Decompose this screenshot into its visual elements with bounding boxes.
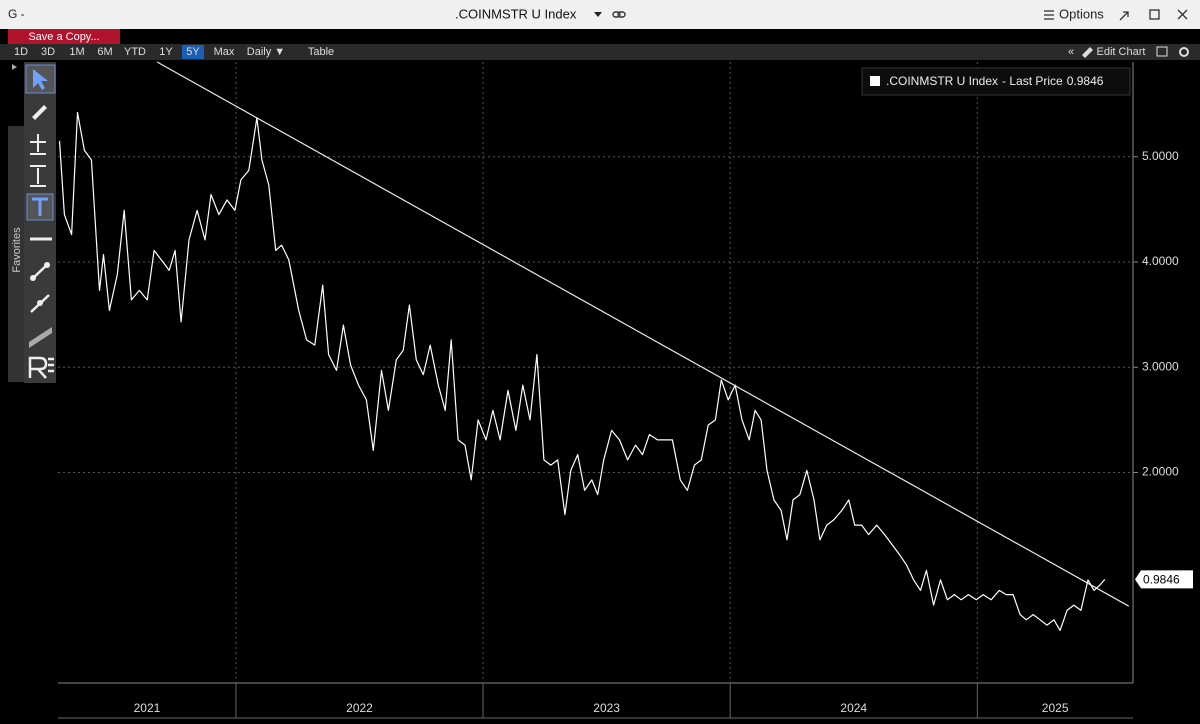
table-button[interactable]: Table (308, 46, 334, 58)
range-button[interactable]: 1M (69, 46, 84, 58)
dollar-tool[interactable] (30, 165, 46, 187)
trend-line-handle (30, 275, 36, 281)
chart-settings-icon[interactable] (1156, 46, 1168, 57)
x-tick-label: 2021 (134, 701, 161, 715)
favorites-tab[interactable] (8, 126, 24, 382)
range-button[interactable]: 3D (41, 46, 55, 58)
range-button[interactable]: 6M (97, 46, 112, 58)
edit-icon[interactable] (1082, 47, 1093, 58)
x-tick-label: 2025 (1042, 701, 1069, 715)
x-tick-label: 2024 (840, 701, 867, 715)
range-buttons: 1D 3D 1M 6M YTD 1Y 5Y Max (14, 45, 235, 59)
legend-box (861, 67, 1131, 96)
y-tick-label: 2.0000 (1142, 465, 1179, 479)
action-row (0, 29, 1200, 44)
last-price-flag (1135, 570, 1193, 589)
legend-swatch (870, 76, 880, 86)
range-button[interactable]: YTD (124, 46, 146, 58)
maximize-button[interactable] (1149, 9, 1160, 20)
link-icon[interactable] (612, 11, 626, 18)
range-toolbar (0, 44, 1200, 60)
y-tick-label: 5.0000 (1142, 149, 1179, 163)
panel-toggle[interactable] (12, 64, 17, 70)
trend-line (156, 61, 1130, 607)
options-button[interactable]: Options (1059, 6, 1104, 21)
legend-label: - Last Price (1002, 74, 1063, 88)
range-button[interactable]: 1Y (159, 46, 173, 58)
save-copy-label[interactable]: Save a Copy... (28, 31, 99, 43)
ray-handle (37, 300, 43, 306)
active-range-highlight[interactable] (182, 45, 204, 59)
edit-chart-button[interactable]: Edit Chart (1097, 46, 1146, 58)
report-tool[interactable] (28, 356, 54, 379)
last-price-label: 0.9846 (1143, 573, 1180, 587)
collapse-button[interactable]: « (1068, 46, 1074, 58)
legend-series-name: .COINMSTR U Index (886, 74, 998, 88)
y-tick-label: 3.0000 (1142, 359, 1179, 373)
x-tick-label: 2023 (593, 701, 620, 715)
favorites-label[interactable]: Favorites (11, 227, 23, 273)
pen-tool[interactable] (32, 105, 47, 120)
range-button[interactable]: Max (214, 46, 235, 58)
close-button[interactable] (1177, 9, 1188, 20)
gear-icon[interactable] (1179, 47, 1189, 57)
legend-entry: .COINMSTR U Index - Last Price 0.9846 (886, 74, 1104, 88)
legend-last-price: 0.9846 (1067, 74, 1104, 88)
x-tick-label: 2022 (346, 701, 373, 715)
percent-tool[interactable] (30, 134, 46, 155)
price-line (58, 111, 1106, 631)
drawing-tools (24, 62, 56, 383)
y-tick-label: 4.0000 (1142, 254, 1179, 268)
popout-button[interactable] (1119, 11, 1129, 21)
text-tool-icon (32, 197, 48, 216)
channel-tool[interactable] (29, 327, 52, 348)
range-button[interactable]: 1D (14, 46, 28, 58)
title-dropdown[interactable] (594, 12, 602, 17)
range-button[interactable]: 5Y (186, 46, 200, 58)
chart: 2.0000 3.0000 4.0000 5.0000 2021 2022 2023 2024… (58, 61, 1193, 719)
options-icon[interactable] (1044, 10, 1054, 20)
app-name: G - (8, 7, 25, 21)
save-copy-button[interactable] (8, 29, 120, 44)
pointer-icon (33, 69, 48, 90)
frequency-button[interactable]: Daily ▼ (247, 46, 285, 58)
window-title[interactable]: .COINMSTR U Index (455, 6, 577, 21)
trend-line-handle (44, 262, 50, 268)
